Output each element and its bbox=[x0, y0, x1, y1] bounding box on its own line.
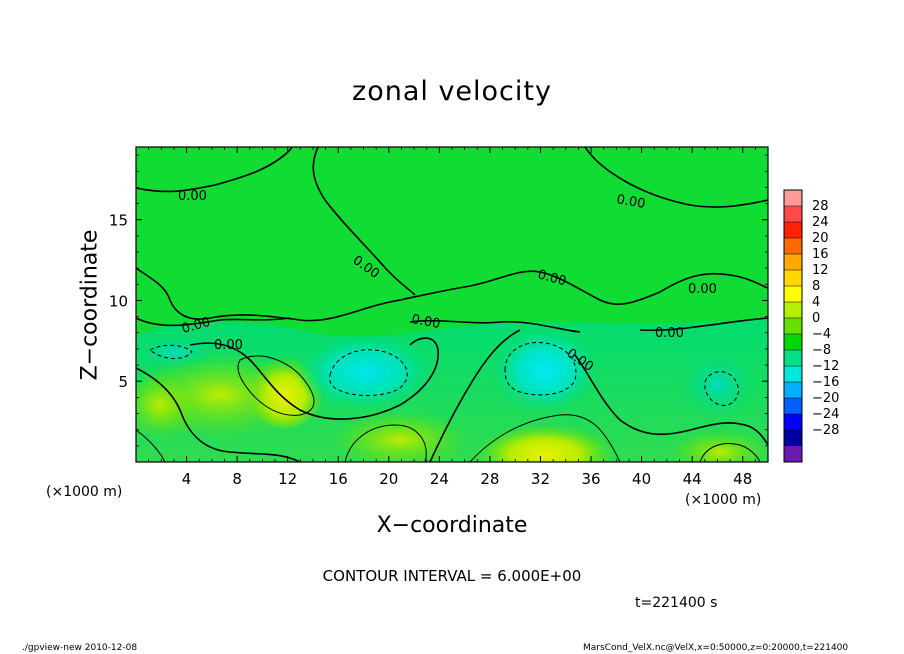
colorbar-label: −24 bbox=[812, 407, 839, 422]
dashed-contour bbox=[149, 344, 193, 359]
colorbar-label: −28 bbox=[812, 423, 839, 438]
colorbar-label: −16 bbox=[812, 375, 839, 390]
contour-label: 0.00 bbox=[536, 267, 568, 289]
contour-label: 0.00 bbox=[688, 282, 717, 297]
contour-line bbox=[469, 414, 621, 462]
colorbar-swatch bbox=[784, 206, 802, 223]
zero-contour bbox=[136, 317, 291, 327]
y-tick-label: 5 bbox=[118, 373, 128, 391]
dashed-contour bbox=[704, 371, 739, 406]
x-tick-label: 20 bbox=[379, 470, 398, 488]
x-tick-label: 48 bbox=[733, 470, 752, 488]
colorbar-swatch bbox=[784, 366, 802, 383]
contour-lines bbox=[136, 147, 768, 462]
colorbar-label: 0 bbox=[812, 311, 820, 326]
colorbar-swatch bbox=[784, 270, 802, 287]
colorbar-label: −4 bbox=[812, 327, 831, 342]
positive-core bbox=[136, 370, 200, 440]
zero-contour bbox=[136, 367, 301, 462]
contour-label: 0.00 bbox=[655, 326, 684, 341]
colorbar-swatch bbox=[784, 350, 802, 367]
colorbar-label: 4 bbox=[812, 295, 820, 310]
contour-label: 0.00 bbox=[214, 338, 243, 353]
x-tick-label: 32 bbox=[531, 470, 550, 488]
y-tick-label: 15 bbox=[109, 212, 128, 230]
x-unit-label: (×1000 m) bbox=[685, 492, 762, 508]
zero-contour bbox=[189, 337, 439, 420]
zero-contour bbox=[639, 317, 768, 332]
x-unit-label: (×1000 m) bbox=[46, 484, 123, 500]
colorbar-label: −12 bbox=[812, 359, 839, 374]
x-tick-label: 36 bbox=[581, 470, 600, 488]
time-label: t=221400 s bbox=[635, 595, 718, 611]
negative-core bbox=[136, 334, 220, 370]
colorbar-frame bbox=[783, 189, 803, 463]
x-axis-label: X−coordinate bbox=[376, 513, 528, 538]
colorbar-swatch bbox=[784, 414, 802, 431]
positive-core bbox=[670, 430, 768, 462]
contour-label: 0.00 bbox=[410, 312, 441, 332]
x-tick-label: 12 bbox=[278, 470, 297, 488]
positive-core bbox=[475, 418, 615, 462]
colorbar-swatch bbox=[784, 238, 802, 255]
chart-title: zonal velocity bbox=[352, 76, 552, 107]
x-tick-label: 28 bbox=[480, 470, 499, 488]
colorbar-label: 16 bbox=[812, 247, 829, 262]
colorbar-label: 24 bbox=[812, 215, 829, 230]
colorbar-label: 28 bbox=[812, 199, 829, 214]
x-tick-label: 44 bbox=[683, 470, 702, 488]
negative-core bbox=[295, 332, 435, 412]
zero-contour bbox=[136, 147, 293, 193]
zero-contour bbox=[409, 319, 581, 333]
x-axis: 4 8 12 16 20 24 28 32 36 40 44 48 bbox=[148, 147, 756, 488]
zero-contour bbox=[574, 354, 768, 446]
colorbar-swatch bbox=[784, 430, 802, 447]
colorbar-label: 20 bbox=[812, 231, 829, 246]
colorbar-swatch bbox=[784, 222, 802, 239]
colorbar-label: −8 bbox=[812, 343, 831, 358]
colorbar-swatch bbox=[784, 302, 802, 319]
contour-label: 0.00 bbox=[180, 315, 212, 337]
dashed-contour bbox=[504, 341, 577, 396]
colorbar-swatch bbox=[784, 286, 802, 303]
negative-core bbox=[490, 325, 600, 415]
dashed-contour bbox=[329, 349, 408, 396]
x-tick-label: 16 bbox=[329, 470, 348, 488]
field-fill bbox=[136, 147, 768, 462]
footer-right: MarsCond_VelX.nc@VelX,x=0:50000,z=0:2000… bbox=[583, 643, 849, 653]
colorbar-label: 12 bbox=[812, 263, 829, 278]
colorbar-swatch bbox=[784, 334, 802, 351]
colorbar-swatch bbox=[784, 398, 802, 415]
colorbar-swatch bbox=[784, 254, 802, 271]
positive-core bbox=[330, 410, 470, 462]
footer-left: ./gpview-new 2010-12-08 bbox=[22, 643, 138, 653]
x-tick-label: 8 bbox=[232, 470, 242, 488]
zero-contour bbox=[429, 329, 521, 462]
contour-label: 0.00 bbox=[615, 192, 646, 212]
negative-core bbox=[678, 350, 758, 420]
colorbar-swatch bbox=[784, 446, 802, 463]
colorbar-swatch bbox=[784, 382, 802, 399]
contour-line bbox=[699, 443, 761, 462]
colorbar-label: −20 bbox=[812, 391, 839, 406]
contour-line bbox=[136, 429, 166, 462]
contour-interval-note: CONTOUR INTERVAL = 6.000E+00 bbox=[322, 567, 582, 585]
contour-line bbox=[344, 424, 427, 462]
colorbar-swatch bbox=[784, 190, 802, 207]
contour-line bbox=[237, 355, 315, 416]
x-tick-label: 4 bbox=[182, 470, 192, 488]
zero-contour bbox=[136, 267, 768, 322]
zero-contour bbox=[584, 147, 768, 208]
colorbar-swatch bbox=[784, 318, 802, 335]
zero-contour bbox=[312, 147, 416, 296]
y-axis-label: Z−coordinate bbox=[77, 229, 103, 381]
x-tick-label: 40 bbox=[632, 470, 651, 488]
y-tick-label: 10 bbox=[109, 292, 128, 310]
colorbar-label: 8 bbox=[812, 279, 820, 294]
contour-label: 0.00 bbox=[178, 189, 207, 204]
y-axis: 5 10 15 bbox=[109, 154, 768, 447]
x-tick-label: 24 bbox=[430, 470, 449, 488]
